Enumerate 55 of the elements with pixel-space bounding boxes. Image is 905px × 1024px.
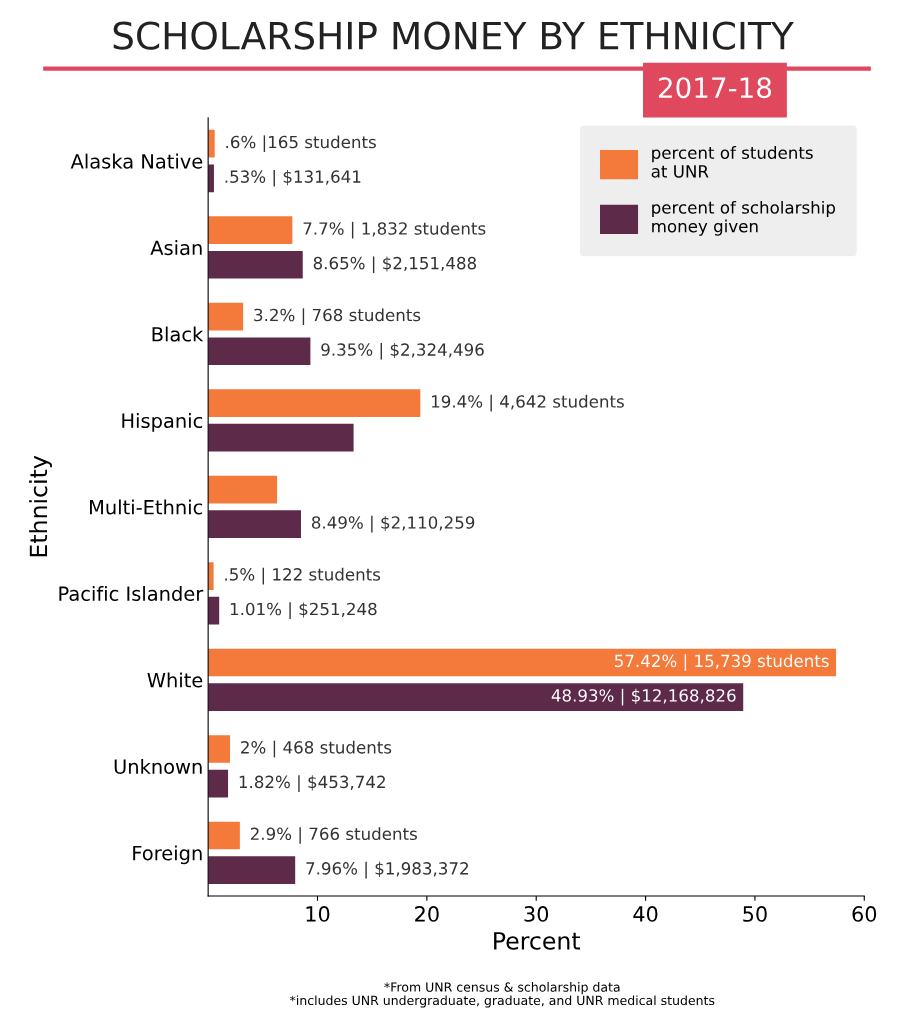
y-tick-label: White	[147, 672, 203, 688]
text: *includes UNR undergraduate, graduate, and UNR medical students	[289, 995, 715, 1008]
data-label: 57.42% | 15,739 students	[615, 654, 829, 671]
bar	[208, 769, 229, 798]
bar	[208, 562, 214, 590]
bar	[208, 821, 240, 850]
data-label: 48.93% | $12,168,826	[551, 688, 736, 706]
data-label: 9.35% | $2,324,496	[321, 342, 484, 360]
data-label: 1.82% | $453,742	[239, 775, 385, 792]
data-label: 3.2% | 768 students	[254, 308, 421, 325]
bar	[208, 423, 354, 452]
bar	[208, 856, 296, 884]
data-label: 7.7% | 1,832 students	[303, 221, 486, 239]
legend-label: percent of students at UNR	[651, 146, 813, 178]
bar	[208, 648, 837, 677]
x-tick-label: 40	[633, 906, 658, 922]
data-label: 2.9% | 766 students	[250, 827, 417, 844]
x-tick-label: 20	[415, 906, 439, 922]
data-label: 19.4% | 4,642 students	[431, 394, 624, 412]
y-tick-label: Unknown	[114, 758, 202, 774]
x-axis-title: Percent	[494, 932, 581, 950]
data-label: .5% | 122 students	[225, 567, 381, 585]
bar	[208, 683, 744, 711]
y-tick-label: Asian	[150, 240, 202, 256]
bar	[208, 302, 244, 331]
y-tick-label: Alaska Native	[70, 153, 203, 169]
data-label: 7.96% | $1,983,372	[306, 861, 468, 879]
data-label: 1.01% | $251,248	[230, 602, 377, 619]
chart-title: SCHOLARSHIP MONEY BY ETHNICITY	[113, 21, 794, 50]
data-label: 2% | 468 students	[241, 740, 392, 758]
y-tick-label: Hispanic	[122, 413, 203, 432]
x-tick-label: 60	[852, 906, 877, 922]
y-tick-label: Pacific Islander	[59, 585, 204, 602]
y-axis-title: Ethnicity	[29, 455, 52, 557]
data-label: .6% |165 students	[226, 135, 376, 153]
data-label: .53% | $131,641	[225, 169, 361, 187]
text: *From UNR census & scholarship data	[384, 982, 620, 995]
y-tick-label: Multi-Ethnic	[90, 499, 203, 515]
chart-subtitle: 2017-18	[658, 77, 772, 99]
bar	[208, 510, 301, 539]
bar	[208, 250, 303, 279]
bar	[208, 337, 311, 366]
data-label: 8.65% | $2,151,488	[313, 256, 477, 274]
x-tick-label: 30	[524, 906, 549, 922]
bar	[208, 475, 278, 504]
bar	[208, 735, 231, 763]
y-tick-label: Black	[152, 326, 204, 342]
data-label: 8.49% | $2,110,259	[311, 515, 475, 533]
y-tick-label: Foreign	[133, 845, 202, 865]
x-tick-label: 10	[306, 906, 330, 922]
x-tick-label: 50	[743, 906, 767, 922]
legend-label: percent of scholarship money given	[652, 200, 836, 236]
bar	[208, 129, 215, 158]
bar	[208, 389, 421, 417]
bar	[208, 216, 293, 245]
